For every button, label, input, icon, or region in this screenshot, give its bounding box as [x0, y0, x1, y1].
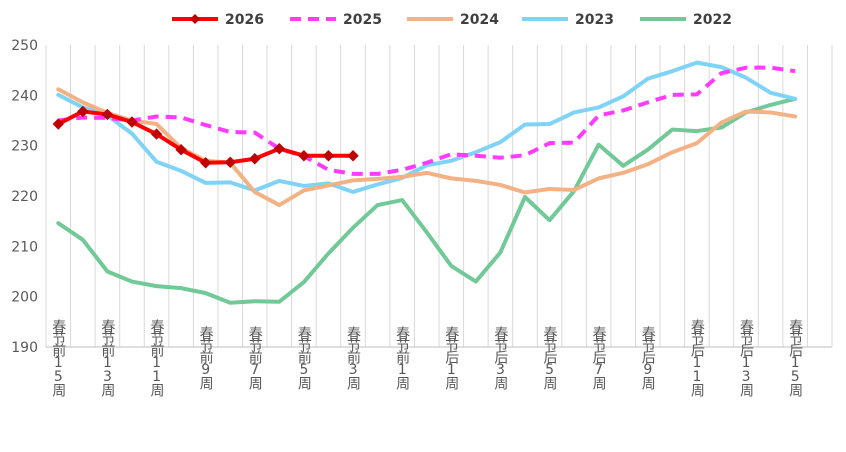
data-point [298, 150, 310, 162]
x-tick-label: 春节前5周 [296, 326, 312, 391]
data-point [249, 153, 261, 165]
series-lines [52, 60, 798, 305]
x-tick-label: 春节前3周 [345, 326, 361, 391]
x-tick-label: 春节后11周 [689, 319, 705, 398]
legend-label: 2023 [575, 12, 614, 28]
x-tick-label: 春节后15周 [787, 319, 803, 398]
y-tick-label: 200 [11, 290, 38, 306]
x-tick-label: 春节后9周 [640, 326, 656, 391]
legend-item-2022: 2022 [640, 12, 732, 28]
x-tick-label: 春节后1周 [443, 326, 459, 391]
y-tick-label: 220 [11, 189, 38, 205]
data-point [347, 150, 359, 162]
series-line-2022 [56, 96, 798, 305]
data-point [52, 118, 64, 130]
legend-item-2024: 2024 [407, 12, 499, 28]
data-point [126, 116, 138, 128]
y-axis: 190 200 210 220 230 240 250 [11, 38, 38, 356]
x-tick-label: 春节前9周 [198, 326, 214, 391]
series-2026 [52, 105, 359, 169]
series-line-2025 [58, 65, 796, 176]
x-tick-label: 春节后3周 [492, 326, 508, 391]
data-point [224, 156, 236, 168]
x-tick-label: 春节前7周 [247, 326, 263, 391]
legend: 2026 2025 2024 2023 2022 [172, 12, 732, 28]
y-tick-label: 250 [11, 38, 38, 54]
data-point [322, 150, 335, 162]
legend-label: 2024 [460, 12, 499, 28]
legend-label: 2025 [343, 12, 382, 28]
series-line-2023 [56, 60, 798, 194]
data-point [199, 157, 212, 169]
legend-item-2023: 2023 [522, 12, 614, 28]
data-point [175, 143, 187, 156]
x-tick-label: 春节后7周 [591, 326, 607, 391]
y-tick-label: 210 [11, 239, 38, 255]
x-tick-label: 春节前15周 [50, 319, 66, 398]
x-tick-label: 春节前11周 [149, 319, 165, 398]
series-2025 [58, 65, 796, 176]
data-point [273, 142, 286, 155]
legend-item-2026: 2026 [172, 12, 264, 28]
series-2022 [56, 96, 798, 305]
x-tick-label: 春节前13周 [99, 319, 115, 398]
y-tick-label: 240 [11, 88, 38, 104]
x-tick-label: 春节后5周 [542, 326, 558, 391]
data-point [150, 128, 163, 140]
y-tick-label: 230 [11, 139, 38, 155]
x-tick-label: 春节后13周 [738, 319, 754, 398]
y-tick-label: 190 [11, 340, 38, 356]
legend-label: 2022 [693, 12, 732, 28]
data-point [77, 105, 89, 118]
x-axis: 春节前15周 春节前13周 春节前11周 春节前9周 春节前7周 春节前5周 春节前3周 春节… [50, 319, 803, 398]
grid-lines [45, 45, 833, 348]
data-point [101, 108, 114, 121]
legend-marker [190, 14, 200, 24]
series-2023 [56, 60, 798, 194]
x-tick-label: 春节前1周 [394, 326, 410, 391]
legend-label: 2026 [225, 12, 264, 28]
legend-item-2025: 2025 [290, 12, 382, 28]
